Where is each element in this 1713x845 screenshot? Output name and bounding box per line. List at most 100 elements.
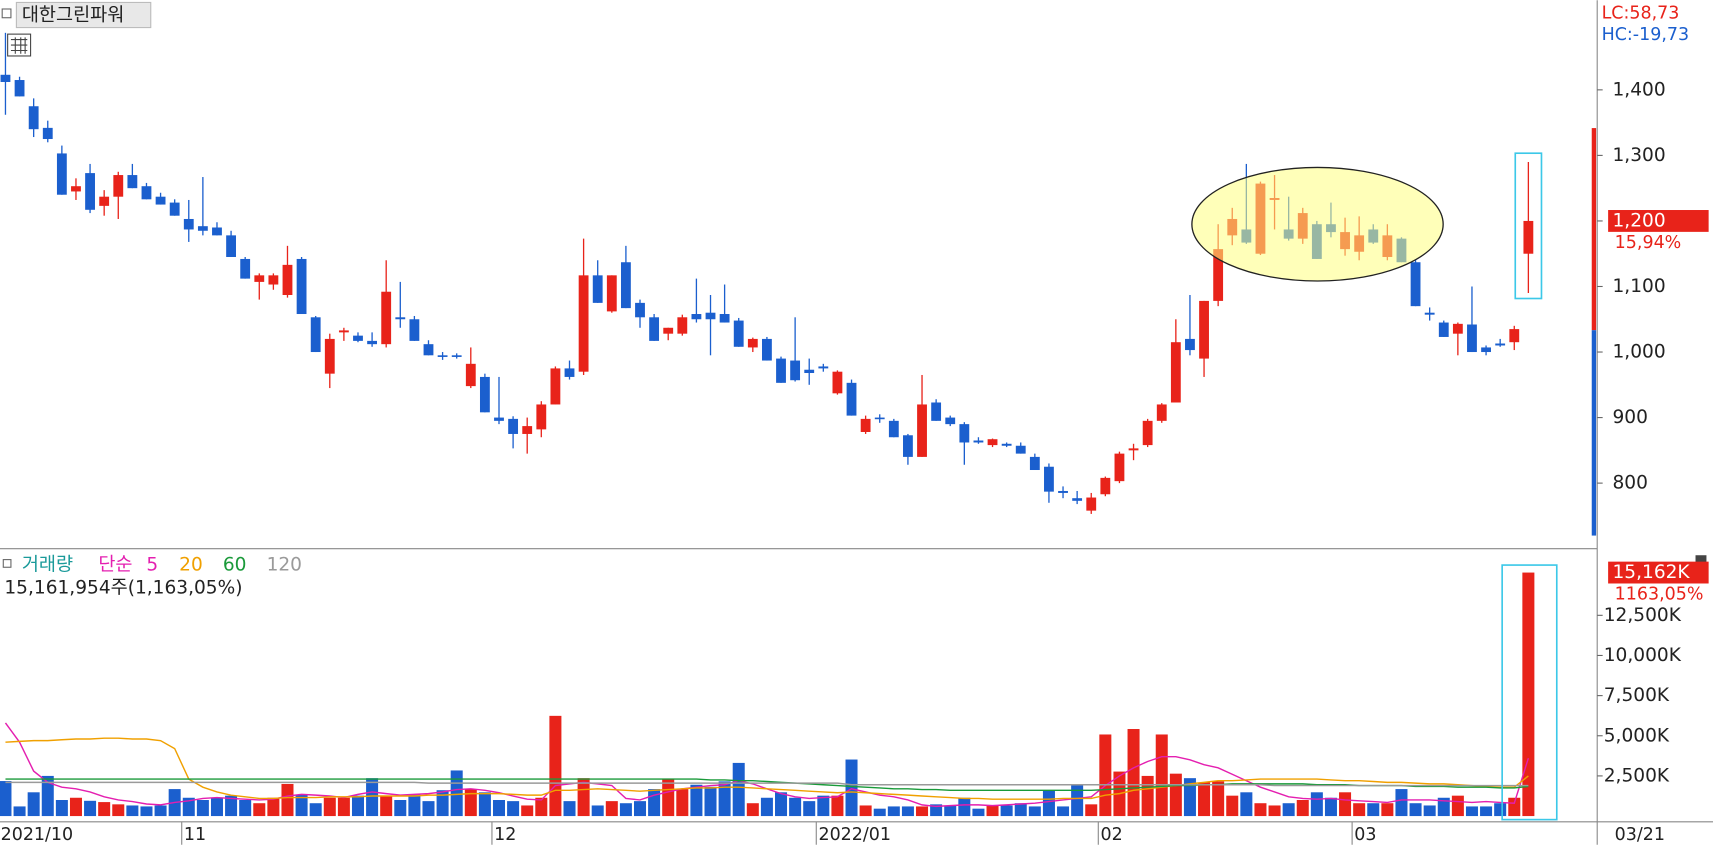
candle-body <box>1213 249 1224 301</box>
candle-body <box>1410 262 1421 307</box>
volume-bar <box>323 797 336 817</box>
candle-body <box>240 258 251 279</box>
candle-body <box>14 80 25 97</box>
volume-bar <box>1127 729 1140 817</box>
candle-body <box>677 317 688 334</box>
volume-bar <box>916 806 929 817</box>
moving-average <box>5 781 1529 787</box>
volume-bar <box>831 795 844 817</box>
candle-body <box>719 314 730 323</box>
volume-bar <box>408 794 421 817</box>
volume-bar <box>1508 797 1521 817</box>
y-tick-label: 1,400 <box>1612 79 1665 100</box>
moving-average <box>5 778 1529 792</box>
last-volume-change: 1163,05% <box>1615 584 1704 604</box>
volume-bar <box>1000 805 1013 817</box>
volume-bar <box>98 802 111 817</box>
candle-body <box>522 426 533 434</box>
highlight-ellipse <box>1191 166 1444 282</box>
range-bar-down <box>1591 330 1597 536</box>
volume-bar <box>366 778 379 817</box>
candle-body <box>606 275 617 312</box>
moving-average <box>5 737 1529 800</box>
highlight-box <box>1514 152 1543 300</box>
volume-bar <box>84 800 97 817</box>
volume-bar <box>944 805 957 817</box>
volume-bar <box>1282 803 1295 817</box>
header-icon <box>1 8 12 19</box>
volume-bar <box>619 803 632 817</box>
volume-bar <box>1226 795 1239 817</box>
last-date: 03/21 <box>1615 825 1665 845</box>
candle-body <box>1086 497 1097 511</box>
volume-bar <box>239 800 252 817</box>
range-bar-up <box>1591 128 1597 331</box>
candle-body <box>141 186 152 200</box>
volume-bar <box>1353 803 1366 817</box>
y-tick-label: 1,100 <box>1612 276 1665 297</box>
volume-bar <box>1339 792 1352 817</box>
volume-bar <box>1465 806 1478 817</box>
volume-bar <box>394 800 407 817</box>
volume-bar <box>27 792 40 817</box>
y-tick-label: 7,500K <box>1604 685 1670 706</box>
volume-bar <box>140 806 153 817</box>
candle-body <box>71 186 81 192</box>
volume-bar <box>13 806 26 817</box>
y-tick-label: 5,000K <box>1604 725 1670 746</box>
volume-bar <box>662 779 675 817</box>
volume-bar <box>1451 795 1464 817</box>
volume-bar <box>1042 790 1055 817</box>
volume-bar <box>577 778 590 817</box>
candle-body <box>1044 466 1054 492</box>
candle-body <box>1495 343 1506 346</box>
volume-bar <box>464 789 477 817</box>
volume-bar <box>492 800 506 817</box>
volume-bar <box>1198 782 1211 817</box>
volume-bar <box>817 795 830 817</box>
volume-bar <box>535 797 548 817</box>
volume-bar <box>648 789 661 817</box>
volume-bar <box>732 762 745 817</box>
calendar-icon-grid <box>10 37 28 54</box>
candle-body <box>663 327 674 334</box>
candle-body <box>169 202 180 216</box>
candle-body <box>1001 443 1012 446</box>
y-tick-label: 1,000 <box>1612 342 1665 363</box>
close-button[interactable] <box>1695 555 1707 567</box>
volume-bar <box>1212 781 1225 817</box>
candle-body <box>1156 404 1167 421</box>
candle-body <box>1452 323 1463 334</box>
volume-bar <box>69 797 82 817</box>
y-tick-label: 10,000K <box>1604 645 1682 666</box>
volume-bar <box>1085 804 1098 817</box>
ma-method: 단순 <box>98 555 132 576</box>
candle-body <box>353 335 363 341</box>
volume-bar <box>1014 803 1027 817</box>
candle-body <box>705 312 716 320</box>
volume-bar <box>605 801 618 817</box>
volume-bar <box>887 806 900 817</box>
volume-bar <box>859 805 872 817</box>
date-label: 02 <box>1100 825 1122 845</box>
volume-bar <box>1381 803 1394 817</box>
volume-bar <box>112 804 125 817</box>
axis-labels: 800 900 1,000 1,100 1,200 1,300 1,400 2021/10 11… <box>1 79 1709 845</box>
candle-body <box>1438 322 1449 337</box>
volume-bar <box>690 784 703 817</box>
volume-bar <box>126 805 139 817</box>
candle-body <box>42 127 53 140</box>
volume-summary: 15,161,954주(1,163,05%) <box>4 578 242 599</box>
candle-body <box>338 330 349 333</box>
y-tick-label: 12,500K <box>1604 605 1682 626</box>
last-volume-box <box>1608 561 1709 584</box>
legend-entry: 20 <box>179 555 203 576</box>
volume-bar <box>1395 789 1408 817</box>
candle-body <box>762 338 772 361</box>
lc-label: LC:58,73 <box>1602 3 1680 23</box>
volume-bar <box>450 770 463 817</box>
candle-body <box>1481 347 1491 353</box>
candle-body <box>1142 420 1153 446</box>
